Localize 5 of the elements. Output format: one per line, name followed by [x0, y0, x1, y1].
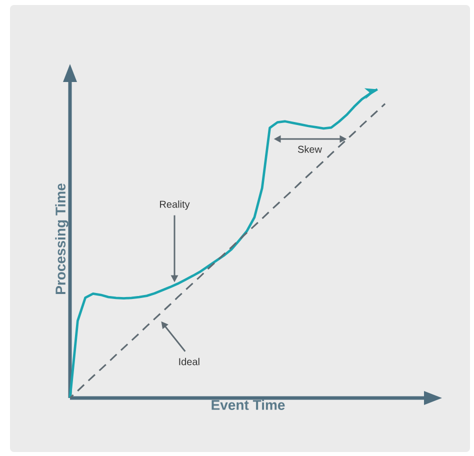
annotation: Skew — [298, 146, 322, 153]
annotation: Ideal — [179, 358, 200, 366]
x-axis-title: Event Time — [212, 400, 285, 410]
y-axis-title: Processing Time — [55, 184, 68, 294]
annotation: Reality — [160, 200, 190, 210]
